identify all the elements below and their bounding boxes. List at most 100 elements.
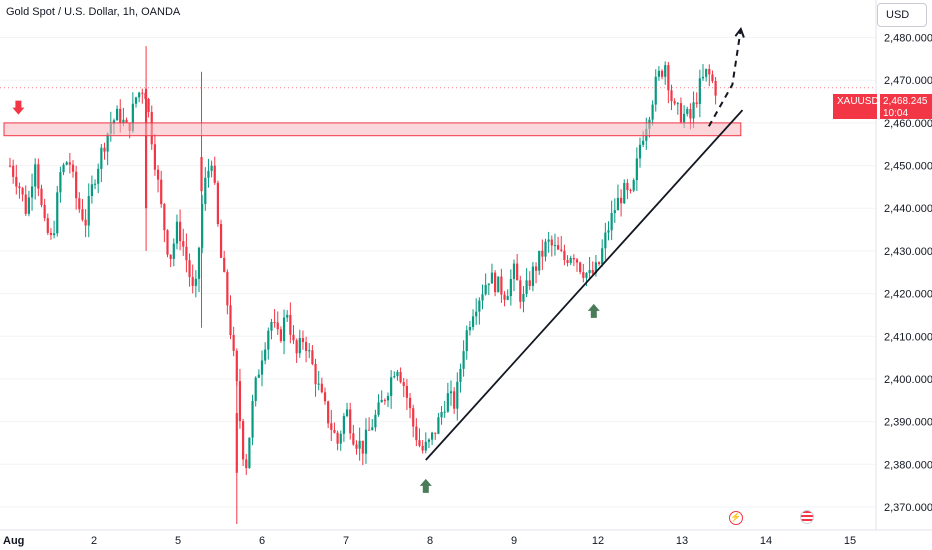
symbol-badge: XAUUSD [833,94,879,119]
candle-body [579,262,582,273]
candle-body [276,322,279,330]
us-flag-event-icon[interactable] [800,510,814,524]
candle-body [440,412,443,418]
price-tick-label: 2,440.000 [884,203,932,215]
candle-body [604,232,607,249]
candle-body [257,374,260,378]
candle-body [613,210,616,214]
candle-body [301,338,305,343]
candle-body [626,182,629,190]
candle-body [528,280,531,286]
candle-body [147,98,150,112]
candle-body [509,279,512,297]
candle-body [229,305,232,335]
up-arrow-marker [419,478,432,493]
candle-body [689,108,692,119]
candle-body [179,221,182,242]
candle-body [106,133,109,152]
candle-body [632,180,635,191]
candle-body [544,241,547,257]
time-tick-label: 2 [91,535,97,547]
candle-body [53,233,56,236]
candle-body [635,158,638,181]
candle-body [235,413,238,473]
candle-body [390,377,393,396]
candle-body [216,182,219,225]
candle-body [371,427,374,430]
candle-body [500,276,503,295]
candle-body [342,416,345,434]
candle-body [210,165,213,171]
symbol-label: XAUUSD [837,96,879,107]
time-tick-label: 7 [343,535,349,547]
candle-body [279,329,282,342]
candle-body [8,165,12,167]
candle-body [623,182,626,204]
candle-body [200,157,203,192]
price-axis[interactable]: 2,480.000 2,470.000 2,460.000 2,450.000 2,44… [884,33,932,514]
candle-body [701,76,705,79]
candle-body [245,459,248,469]
candle-body [24,194,27,214]
candle-body [664,65,667,77]
candle-body [572,257,575,260]
candle-body [119,108,122,124]
candle-body [475,311,478,317]
candle-body [295,340,298,354]
candle-body [654,76,657,105]
candle-body [93,183,97,185]
candle-body [197,247,201,279]
candle-body [349,409,352,434]
candle-body [34,164,37,187]
price-tick-label: 2,390.000 [884,417,932,429]
time-tick-label: Aug [3,535,24,547]
last-price-badge: 2,468.245 10:04 [880,94,932,119]
time-tick-label: 12 [592,535,604,547]
candle-body [317,383,320,385]
candle-body [289,314,292,335]
candle-body [412,408,415,427]
candle-body [169,254,172,259]
time-tick-label: 13 [676,535,688,547]
candle-body [49,232,53,236]
candle-body [273,322,276,324]
candle-body [84,219,87,226]
candle-body [415,426,418,441]
candle-body [153,144,156,170]
candle-body [550,239,553,246]
candle-body [629,189,632,191]
time-tick-label: 14 [760,535,772,547]
candle-body [336,432,339,444]
candle-body [248,437,251,469]
candle-body [396,371,399,377]
candle-body [519,280,522,302]
currency-button[interactable]: USD [877,3,927,27]
price-tick-label: 2,370.000 [884,502,932,514]
candle-body [676,103,679,105]
candle-body [601,248,604,265]
time-axis[interactable]: Aug 2 5 6 7 8 9 12 13 14 15 [3,535,856,547]
candle-body [711,74,714,82]
candle-body [78,198,81,210]
candle-body [251,400,254,438]
candle-body [30,186,34,198]
price-tick-label: 2,470.000 [884,75,932,87]
candle-body [345,409,349,417]
candle-body [264,349,267,361]
candle-body [478,300,481,312]
candle-body [43,204,46,219]
dividend-event-icon[interactable]: ⚡ [729,511,743,525]
candle-body [56,192,59,234]
candle-body [541,250,544,257]
candle-body [166,230,169,255]
candle-body [368,429,371,431]
candle-body [172,243,175,259]
candle-body [163,204,166,231]
candle-body [642,140,645,145]
candle-body [607,230,610,233]
candle-body [327,401,330,424]
candle-body [330,423,333,430]
candle-body [692,102,695,119]
